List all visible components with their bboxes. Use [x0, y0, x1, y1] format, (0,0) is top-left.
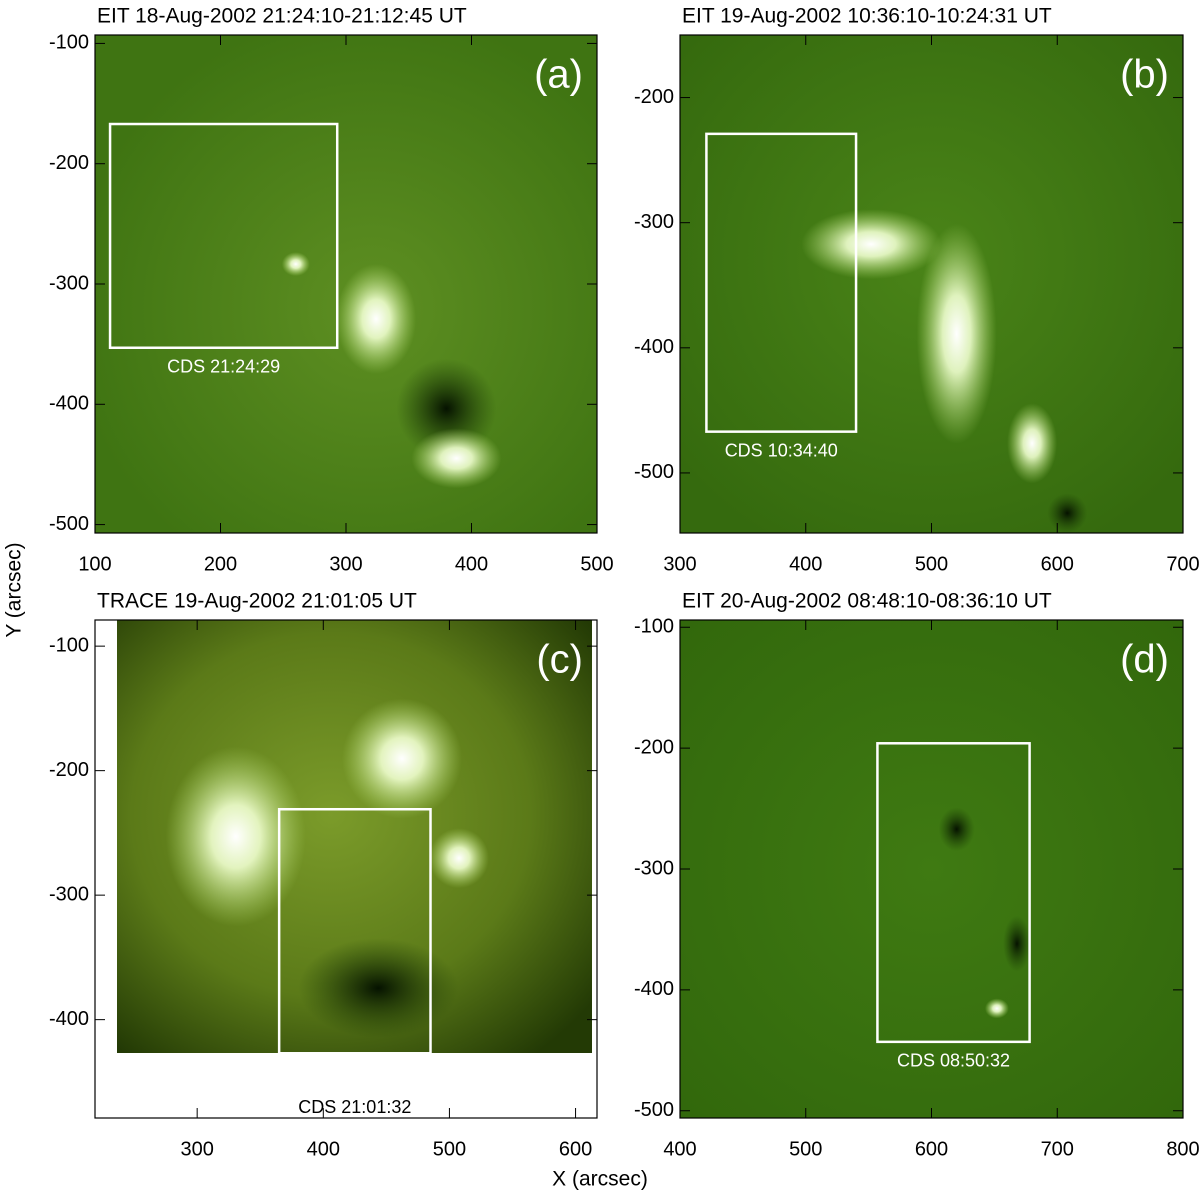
y-tick-label: -200	[634, 86, 674, 108]
y-tick-label: -400	[49, 393, 89, 415]
panel-label: (d)	[1120, 638, 1169, 682]
x-tick-label: 300	[180, 1138, 213, 1160]
panel-title: EIT 18-Aug-2002 21:24:10-21:12:45 UT	[97, 5, 467, 28]
panel-label: (c)	[536, 638, 583, 682]
y-tick-label: -500	[49, 513, 89, 535]
x-tick-label: 500	[433, 1138, 466, 1160]
cds-box-label: CDS 10:34:40	[725, 440, 838, 460]
x-tick-label: 400	[455, 553, 488, 575]
y-axis-label: Y (arcsec)	[3, 542, 26, 637]
panel-label: (a)	[534, 53, 583, 97]
x-tick-label: 300	[663, 553, 696, 575]
cds-box-label: CDS 21:01:32	[298, 1097, 411, 1117]
cds-box	[876, 742, 1031, 1044]
image-feature	[411, 428, 502, 489]
x-tick-label: 500	[789, 1138, 822, 1160]
y-tick-label: -400	[49, 1008, 89, 1030]
y-tick-label: -300	[49, 272, 89, 294]
image-feature	[281, 252, 310, 277]
x-tick-label: 400	[663, 1138, 696, 1160]
y-tick-label: -100	[634, 616, 674, 638]
y-tick-label: -100	[49, 634, 89, 656]
x-tick-label: 600	[559, 1138, 592, 1160]
y-tick-label: -100	[49, 32, 89, 54]
y-tick-label: -500	[634, 1099, 674, 1121]
y-tick-label: -400	[634, 336, 674, 358]
cds-box-label: CDS 21:24:29	[167, 357, 280, 377]
x-tick-label: 700	[1041, 1138, 1074, 1160]
images	[95, 35, 1183, 1118]
panel-title: EIT 20-Aug-2002 08:48:10-08:36:10 UT	[682, 590, 1052, 613]
image-feature	[916, 223, 997, 444]
x-tick-label: 400	[307, 1138, 340, 1160]
image-feature	[429, 828, 489, 889]
image-feature	[801, 209, 942, 280]
y-tick-label: -300	[634, 857, 674, 879]
y-tick-label: -200	[634, 736, 674, 758]
y-tick-label: -500	[634, 461, 674, 483]
x-tick-label: 300	[329, 553, 362, 575]
panel-title: TRACE 19-Aug-2002 21:01:05 UT	[97, 590, 417, 613]
cds-box-label: CDS 08:50:32	[897, 1051, 1010, 1071]
image-feature	[298, 938, 459, 1039]
cds-box	[277, 807, 432, 1055]
y-tick-label: -300	[634, 211, 674, 233]
y-tick-label: -400	[634, 978, 674, 1000]
y-tick-label: -200	[49, 759, 89, 781]
image-feature	[342, 698, 462, 819]
x-tick-label: 100	[78, 553, 111, 575]
y-tick-label: -300	[49, 883, 89, 905]
x-tick-label: 200	[204, 553, 237, 575]
image-feature	[165, 746, 306, 927]
panel-title: EIT 19-Aug-2002 10:36:10-10:24:31 UT	[682, 5, 1052, 28]
x-tick-label: 500	[580, 553, 613, 575]
image-feature	[1047, 493, 1088, 534]
x-tick-label: 700	[1166, 553, 1199, 575]
image-feature	[336, 263, 417, 374]
y-tick-label: -200	[49, 152, 89, 174]
panel-label: (b)	[1120, 53, 1169, 97]
image-feature	[1003, 915, 1032, 972]
x-tick-label: 600	[915, 1138, 948, 1160]
x-tick-label: 600	[1041, 553, 1074, 575]
cds-box	[705, 132, 858, 433]
image	[680, 620, 1183, 1118]
image-feature	[938, 807, 975, 852]
cds-box	[108, 122, 339, 350]
image-feature	[984, 998, 1009, 1019]
x-tick-label: 400	[789, 553, 822, 575]
x-axis-label: X (arcsec)	[552, 1168, 648, 1191]
axes-frame	[94, 619, 598, 1119]
image-feature	[1007, 403, 1058, 484]
x-tick-label: 800	[1166, 1138, 1199, 1160]
x-tick-label: 500	[915, 553, 948, 575]
